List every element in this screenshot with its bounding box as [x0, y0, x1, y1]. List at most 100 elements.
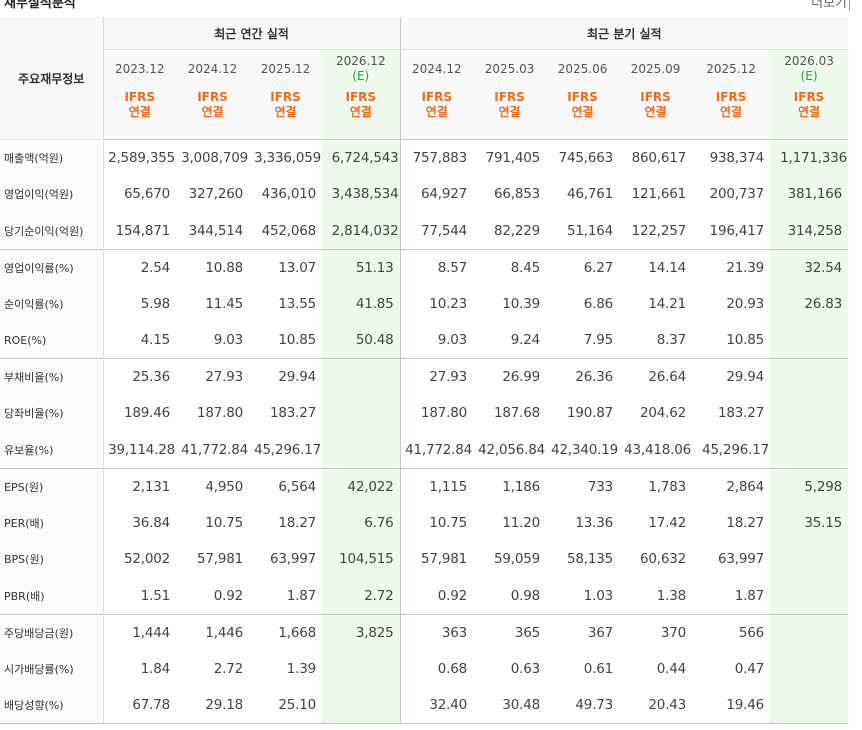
table-row: 영업이익(억원) 65,670 327,260 436,010 3,438,534 64,… [0, 176, 849, 213]
table-cell: 2,814,032 [322, 212, 401, 249]
table-cell: 8.45 [473, 248, 547, 286]
table-cell: 10.85 [278, 332, 316, 348]
table-cell: 566 [692, 613, 771, 651]
section-title: 재무실적분석 [4, 0, 76, 11]
ifrs-row: IFRS 연결 IFRS 연결 IFRS 연결 IFRS 연결 IFRS 연결 IFRS 연결 IFRS… [0, 88, 849, 140]
table-cell: 0.92 [213, 587, 243, 604]
table-cell [770, 541, 849, 578]
table-cell: 6.27 [546, 248, 620, 286]
table-cell: 63,997 [269, 551, 316, 568]
table-cell: 36.84 [132, 514, 170, 531]
table-cell: 154,871 [115, 222, 171, 239]
table-row: 당좌비율(%) 189.46 187.80 183.27 187.80 187.68 190… [0, 395, 849, 432]
table-cell: 10.39 [502, 295, 541, 312]
ifrs-label: IFRS [494, 90, 525, 104]
period-header: 2025.12 [692, 49, 771, 88]
table-cell: 41,772.84 [181, 441, 248, 458]
table-cell: 21.39 [692, 248, 771, 286]
table-cell: 10.85 [726, 332, 765, 348]
table-row: 순이익률(%) 5.98 11.45 13.55 41.85 10.23 10.39 6.86… [0, 285, 849, 322]
table-cell: 1,783 [619, 467, 693, 505]
table-cell: 64,927 [399, 176, 474, 213]
table-cell: 29.18 [176, 687, 249, 724]
table-cell: 45,296.17 [254, 441, 321, 458]
table-cell: 11.20 [502, 514, 541, 531]
table-cell: 2,589,355 [108, 150, 175, 166]
period-header: 2025.09 [619, 49, 693, 88]
table-row: ROE(%) 4.15 9.03 10.85 50.48 9.03 9.24 7.95 8.37… [0, 322, 849, 359]
table-cell: 46,761 [567, 186, 614, 203]
period-header: 2025.06 [546, 49, 620, 88]
group-annual: 최근 연간 실적 [103, 17, 401, 50]
table-cell [322, 687, 401, 724]
table-cell: 938,374 [709, 150, 765, 166]
table-cell [770, 687, 849, 724]
table-cell: 1,115 [399, 467, 474, 505]
row-label: 영업이익률(%) [0, 248, 104, 286]
ifrs-label: IFRS [567, 90, 598, 104]
group-quarterly: 최근 분기 실적 [399, 17, 849, 50]
table-cell: 42,056.84 [478, 441, 546, 458]
consolidated-label: 연결 [128, 105, 151, 119]
table-cell: 58,135 [567, 551, 614, 568]
table-cell: 1.87 [286, 587, 316, 604]
table-cell: 3,825 [322, 613, 401, 651]
period-header: 2026.03 (E) [770, 49, 849, 88]
table-cell: 3,438,534 [322, 176, 401, 213]
table-cell: 1.51 [140, 587, 170, 604]
table-cell: 365 [473, 613, 547, 651]
table-cell: 51,164 [567, 222, 614, 239]
financial-table: 주요재무정보 최근 연간 실적 최근 분기 실적 2023.12 2024.12 2… [0, 17, 849, 724]
table-cell: 50.48 [322, 322, 401, 359]
table-cell [770, 613, 849, 651]
table-cell: 17.42 [648, 514, 687, 531]
table-cell: 2.72 [322, 577, 401, 614]
table-cell: 121,661 [631, 186, 687, 203]
table-cell [770, 577, 849, 614]
ifrs-badge: IFRS 연결 [103, 88, 176, 140]
section-header: 재무실적분석 더보기 [0, 0, 862, 12]
table-cell: 8.37 [656, 332, 687, 348]
table-row: 주당배당금(원) 1,444 1,446 1,668 3,825 363 365 367 370… [0, 613, 849, 651]
row-label: 당좌비율(%) [0, 395, 104, 432]
ifrs-label: IFRS [715, 90, 747, 104]
table-cell: 314,258 [770, 212, 849, 249]
table-cell: 63,997 [718, 551, 765, 568]
table-cell: 1.84 [140, 660, 170, 677]
row-label: 매출액(억원) [0, 139, 104, 176]
row-label: 순이익률(%) [0, 285, 104, 322]
table-cell: 26.36 [546, 358, 620, 395]
table-cell: 2,864 [692, 467, 771, 505]
table-cell: 0.44 [656, 660, 687, 677]
table-cell: 27.93 [176, 358, 249, 395]
ifrs-badge: IFRS 연결 [399, 88, 474, 140]
table-row: BPS(원) 52,002 57,981 63,997 104,515 57,981 59,… [0, 541, 849, 578]
table-row: PER(배) 36.84 10.75 18.27 6.76 10.75 11.20 13.36… [0, 504, 849, 541]
table-cell: 67.78 [103, 687, 176, 724]
table-cell: 1,444 [103, 613, 176, 651]
period-header: 2024.12 [176, 49, 249, 88]
consolidated-label: 연결 [720, 105, 743, 119]
table-cell: 51.13 [322, 248, 401, 286]
table-cell: 860,617 [631, 150, 687, 166]
table-cell: 30.48 [473, 687, 547, 724]
table-cell [770, 358, 849, 395]
row-label: 유보율(%) [0, 431, 104, 468]
table-cell: 0.63 [510, 660, 541, 677]
table-row: 부채비율(%) 25.36 27.93 29.94 27.93 26.99 26.36 26.… [0, 358, 849, 395]
more-label: 더보기 [811, 0, 847, 11]
table-cell: 10.23 [399, 285, 474, 322]
period-header: 2025.12 [249, 49, 322, 88]
table-cell: 745,663 [558, 150, 614, 166]
more-link[interactable]: 더보기 [811, 0, 850, 11]
ifrs-label: IFRS [345, 90, 377, 104]
table-cell: 13.07 [249, 248, 322, 286]
ifrs-label: IFRS [421, 90, 453, 104]
table-cell: 19.46 [692, 687, 771, 724]
consolidated-label: 연결 [274, 105, 297, 119]
period-row: 2023.12 2024.12 2025.12 2026.12 (E) 2024.12 20… [0, 49, 849, 88]
row-label: 영업이익(억원) [0, 176, 104, 213]
table-cell: 42,022 [322, 467, 401, 505]
table-cell: 6.76 [322, 504, 401, 541]
ifrs-badge: IFRS 연결 [692, 88, 771, 140]
